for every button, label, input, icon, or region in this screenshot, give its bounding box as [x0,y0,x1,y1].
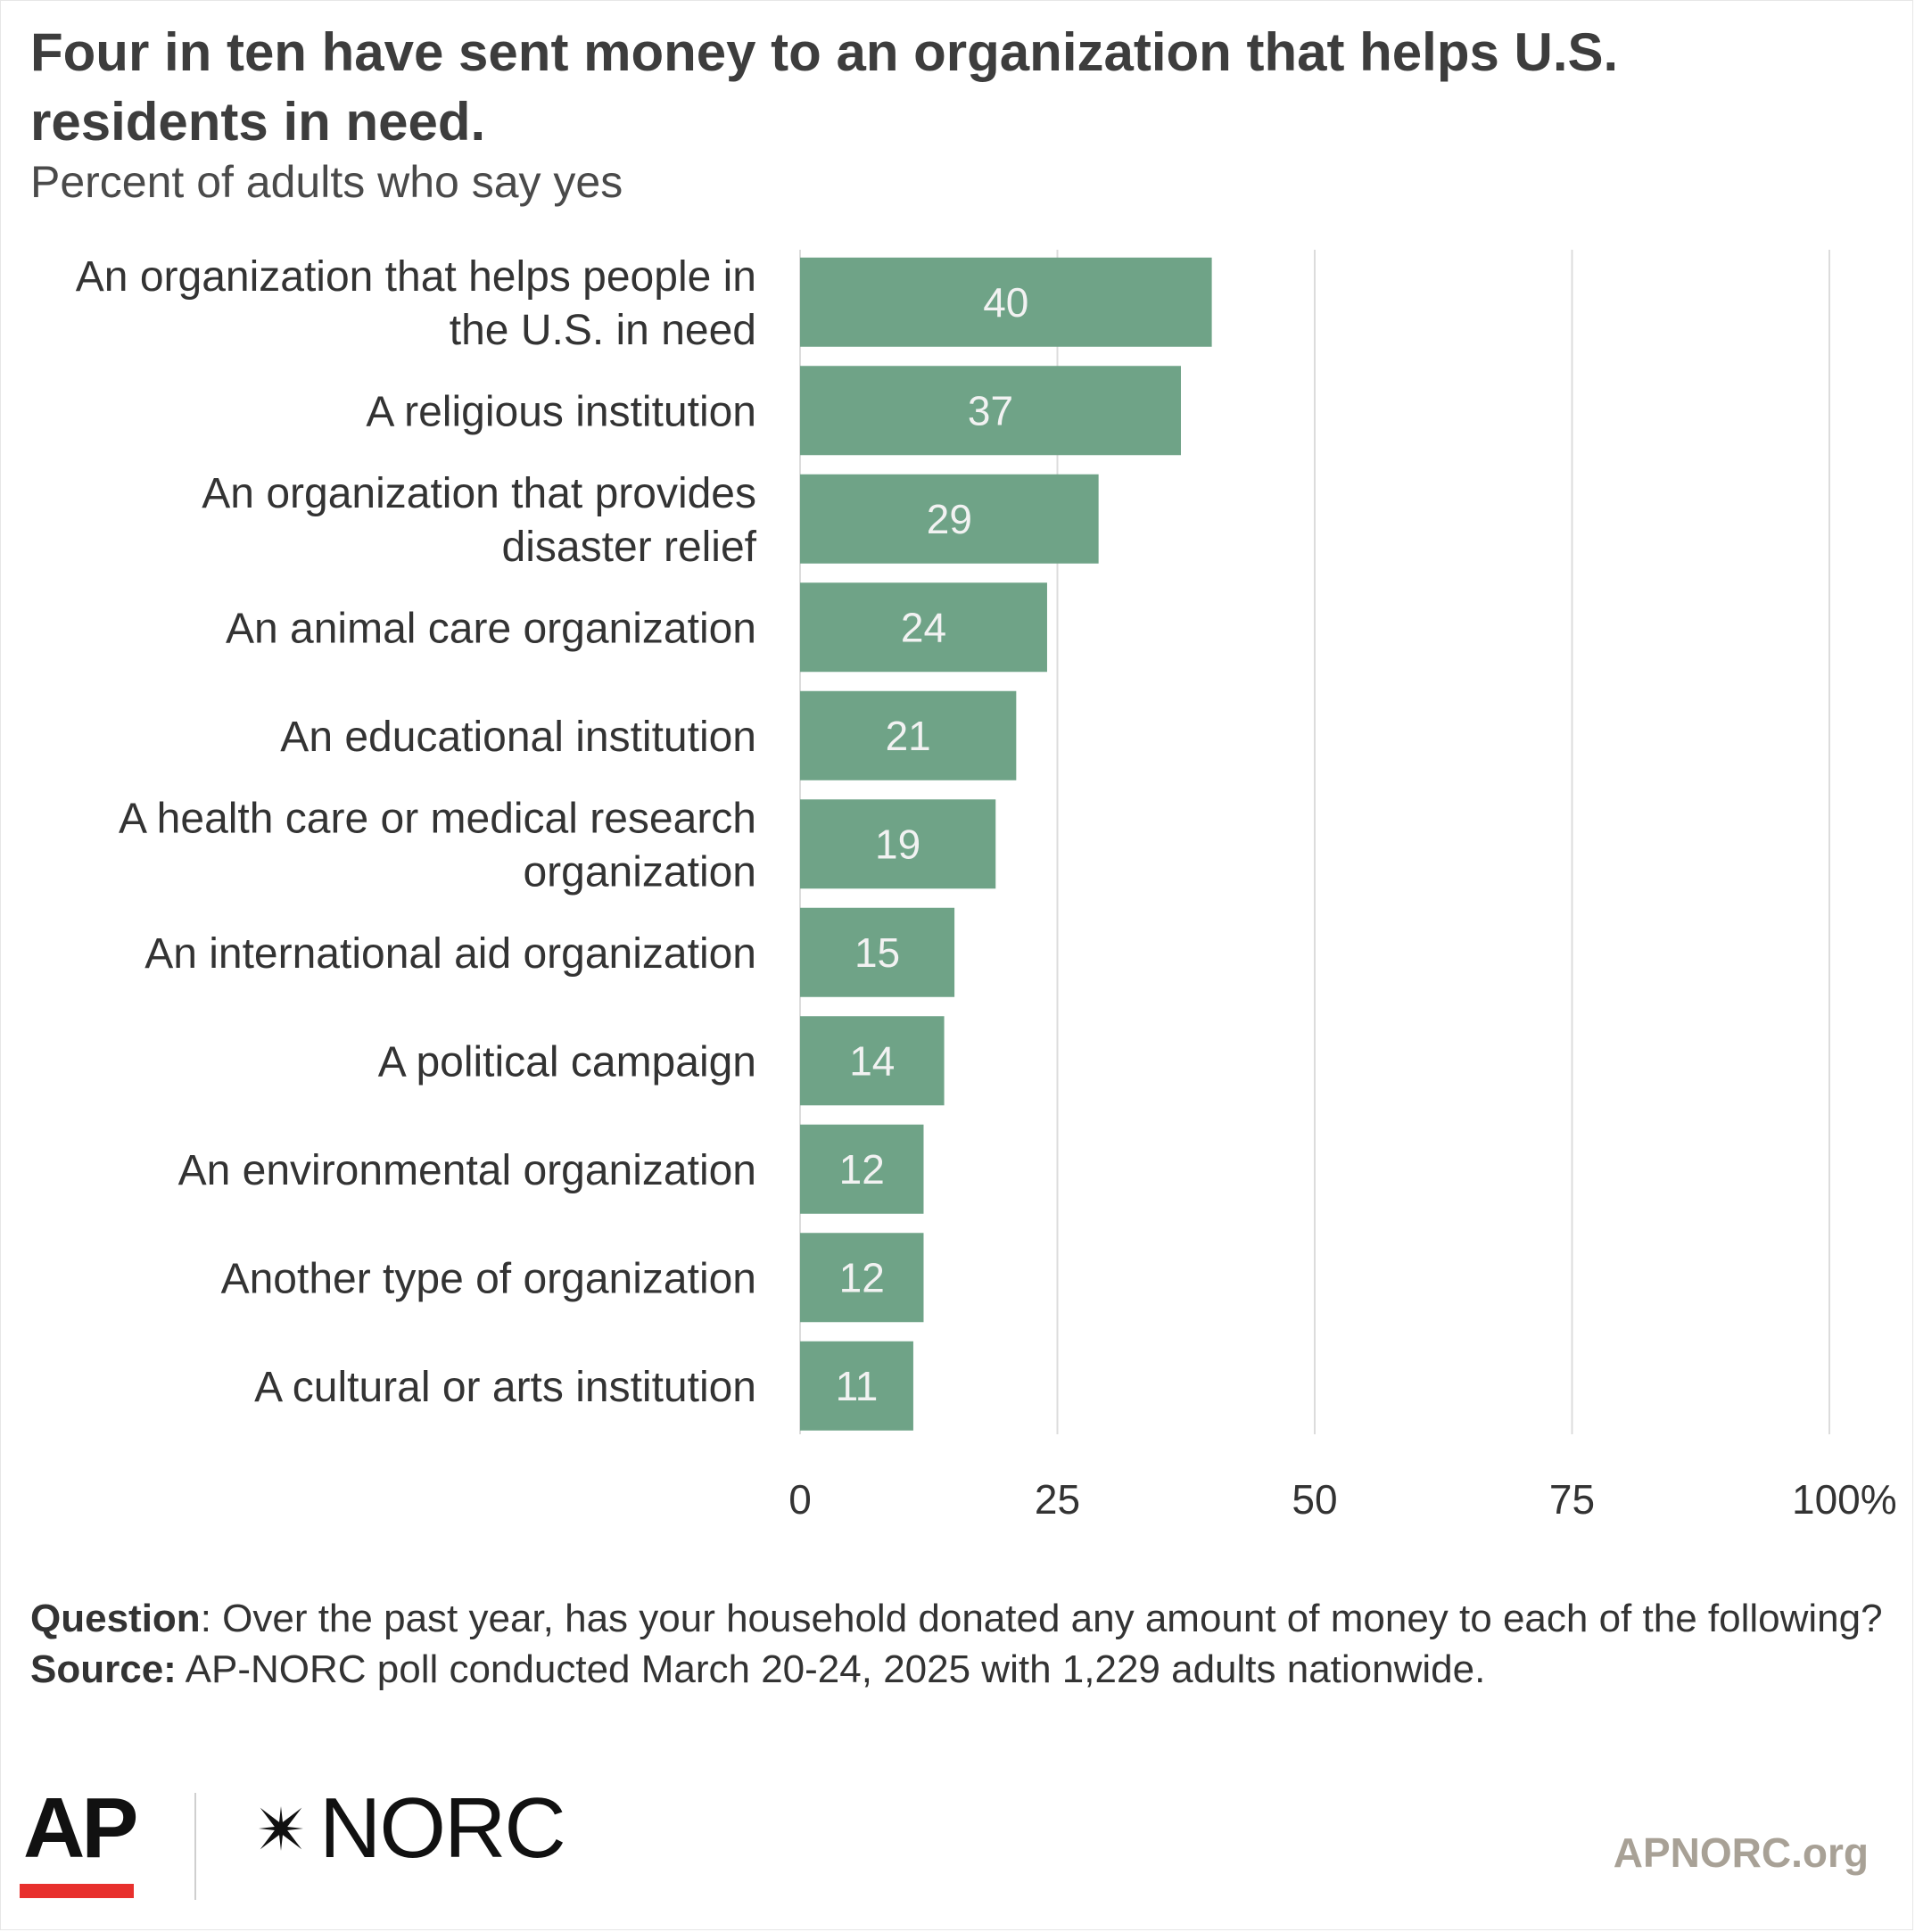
bar-value-label: 12 [839,1146,885,1193]
ap-logo-underline [20,1884,134,1898]
question-label: Question [30,1597,201,1640]
category-label: A religious institution [366,388,756,435]
x-tick-label: 0 [788,1476,812,1523]
category-labels: An organization that helps people in the … [76,253,757,1411]
x-axis-ticks: 0 25 50 75 100% [788,1476,1896,1523]
x-tick-label: 50 [1292,1476,1337,1523]
category-label-line: A health care or medical research [119,795,756,842]
bar-value-label: 40 [983,279,1028,326]
logo-divider [194,1793,196,1900]
category-label: A health care or medical research organiz… [119,795,756,896]
bar-value-label: 12 [839,1254,885,1300]
bar [800,582,1047,673]
category-label-line: organization [523,848,756,896]
source-note: Source: AP-NORC poll conducted March 20-… [30,1644,1886,1695]
chart-subtitle: Percent of adults who say yes [30,157,623,207]
bar-value-label: 14 [849,1037,895,1084]
category-label-line: Another type of organization [221,1255,756,1302]
bar [800,799,996,889]
category-label-line: disaster relief [502,524,757,571]
norc-logo-text: NORC [319,1780,566,1876]
bar-value-label: 37 [968,387,1013,433]
norc-star-icon [259,1806,303,1851]
category-label-line: An educational institution [280,714,756,761]
bar-value-label: 21 [886,713,931,759]
x-tick-label: 25 [1035,1476,1080,1523]
bar [800,1124,924,1214]
category-label-line: An environmental organization [178,1147,756,1194]
bar [800,1233,924,1323]
category-label-line: An animal care organization [226,605,756,652]
ap-logo: AP [23,1780,138,1876]
category-label: A cultural or arts institution [254,1364,756,1411]
category-label-line: A cultural or arts institution [254,1364,756,1411]
category-label: An organization that helps people in the … [76,253,756,354]
category-label-line: An international aid organization [144,930,756,978]
bar [800,1016,945,1106]
category-label: An environmental organization [178,1147,756,1194]
category-label: A political campaign [378,1038,756,1086]
apnorc-site-link[interactable]: APNORC.org [1613,1829,1869,1876]
x-tick-label: 100% [1792,1476,1897,1523]
chart-title: Four in ten have sent money to an organi… [30,22,1619,152]
bars: 40 37 29 24 21 19 15 14 12 12 11 [800,257,1212,1431]
bar-value-label: 19 [875,821,920,867]
question-text: : Over the past year, has your household… [200,1597,1883,1640]
source-text: AP-NORC poll conducted March 20-24, 2025… [176,1647,1486,1691]
bar-chart: 40 37 29 24 21 19 15 14 12 12 11 An organization t… [76,250,1897,1523]
bar [800,690,1017,780]
category-label: Another type of organization [221,1255,756,1302]
category-label-line: A religious institution [366,388,756,435]
x-tick-label: 75 [1549,1476,1595,1523]
bar-value-label: 29 [927,496,972,542]
category-label: An international aid organization [144,930,756,978]
bar [800,366,1181,456]
bar-value-label: 15 [854,929,900,976]
bar [800,474,1099,564]
bar [800,1341,913,1431]
chart-notes: Question: Over the past year, has your h… [30,1593,1886,1695]
source-label: Source: [30,1647,177,1691]
category-label-line: the U.S. in need [450,307,756,354]
bar [800,257,1212,347]
category-label-line: A political campaign [378,1038,756,1086]
bar-value-label: 11 [836,1363,879,1409]
bar-value-label: 24 [901,604,946,650]
bar [800,907,955,997]
category-label: An animal care organization [226,605,756,652]
category-label-line: An organization that provides [202,470,756,517]
category-label: An educational institution [280,714,756,761]
norc-logo: NORC [246,1780,566,1876]
category-label-line: An organization that helps people in [76,253,756,301]
category-label: An organization that provides disaster re… [202,470,756,571]
question-note: Question: Over the past year, has your h… [30,1593,1886,1644]
